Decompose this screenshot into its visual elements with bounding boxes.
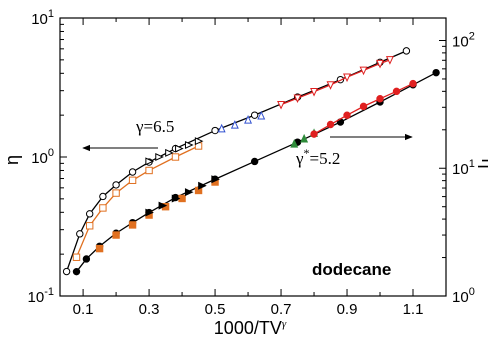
x-tick-label: 0.7 xyxy=(271,301,292,318)
data-point xyxy=(290,139,299,148)
data-point xyxy=(82,255,91,263)
data-point xyxy=(376,59,385,69)
data-point xyxy=(145,166,153,175)
data-point xyxy=(85,222,94,230)
data-point xyxy=(184,141,194,149)
series-3 xyxy=(145,137,204,166)
x-tick-label: 0.3 xyxy=(139,301,160,318)
data-point xyxy=(72,267,81,276)
data-point xyxy=(211,175,220,184)
data-point xyxy=(99,192,107,201)
data-point xyxy=(310,87,319,97)
data-point xyxy=(95,244,104,253)
data-point xyxy=(277,100,286,110)
x-tick-label: 0.1 xyxy=(73,301,94,318)
left-y-tick-label: 10-1 xyxy=(28,286,54,306)
data-point xyxy=(198,181,207,190)
data-point xyxy=(257,110,266,120)
data-point xyxy=(359,102,368,111)
series-6 xyxy=(72,68,440,276)
data-point xyxy=(310,130,318,138)
data-point xyxy=(99,204,107,212)
data-point xyxy=(62,267,71,276)
data-point xyxy=(326,120,335,129)
data-point xyxy=(293,94,302,104)
data-point xyxy=(392,87,401,96)
right-axis-ticks: 100 101 102 xyxy=(439,30,475,306)
substance-label: dodecane xyxy=(312,260,391,279)
right-axis-label: η* xyxy=(478,158,488,173)
data-point xyxy=(211,126,219,135)
data-point xyxy=(145,208,154,217)
series-1 xyxy=(62,47,411,276)
x-axis-label: 1000/TVγ xyxy=(214,318,287,338)
data-point xyxy=(72,253,81,261)
data-point xyxy=(359,66,368,76)
data-point xyxy=(165,148,174,157)
data-point xyxy=(171,194,181,203)
left-axis-ticks: 10-1 100 101 xyxy=(28,8,67,306)
right-y-tick-label: 102 xyxy=(452,30,475,50)
data-point xyxy=(128,168,137,176)
data-point xyxy=(402,47,411,55)
data-point xyxy=(244,114,253,124)
data-point xyxy=(343,73,352,83)
x-tick-label: 0.5 xyxy=(205,301,226,318)
gamma-right-annotation: γ*=5.2 xyxy=(295,146,340,168)
data-point xyxy=(300,133,309,143)
data-point xyxy=(112,189,120,197)
series-2 xyxy=(72,142,203,261)
data-point xyxy=(250,111,259,119)
data-point xyxy=(171,153,180,161)
x-tick-label: 0.9 xyxy=(337,301,358,318)
series-10 xyxy=(310,79,417,138)
data-point xyxy=(128,221,137,229)
data-point xyxy=(175,144,184,153)
data-point xyxy=(155,153,164,161)
right-y-tick-label: 100 xyxy=(452,286,475,306)
data-point xyxy=(76,230,84,238)
left-axis-label: η xyxy=(2,155,22,165)
data-point xyxy=(85,210,94,218)
data-point xyxy=(376,95,384,103)
gamma-left-annotation: γ=6.5 xyxy=(135,117,174,136)
left-y-tick-label: 100 xyxy=(31,147,54,167)
data-point xyxy=(409,79,417,88)
data-point xyxy=(145,157,154,166)
left-y-tick-label: 101 xyxy=(31,8,54,28)
data-point xyxy=(432,68,440,77)
data-point xyxy=(112,231,120,239)
data-point xyxy=(194,137,204,146)
data-point xyxy=(158,201,168,210)
data-point xyxy=(343,111,351,119)
series-8 xyxy=(145,175,220,217)
series-7 xyxy=(95,178,219,253)
data-point xyxy=(184,188,194,197)
data-point xyxy=(326,81,335,90)
series-4 xyxy=(217,110,266,133)
x-tick-label: 1.1 xyxy=(403,301,424,318)
data-point xyxy=(128,176,137,184)
data-point xyxy=(230,120,239,129)
data-point xyxy=(250,157,259,166)
x-axis-ticks: 0.1 0.3 0.5 0.7 0.9 1.1 xyxy=(73,18,424,318)
series-group xyxy=(62,47,440,276)
data-point xyxy=(112,181,120,189)
data-point xyxy=(385,56,394,65)
right-y-tick-label: 101 xyxy=(452,158,475,178)
data-point xyxy=(217,123,226,133)
series-5 xyxy=(277,56,394,110)
